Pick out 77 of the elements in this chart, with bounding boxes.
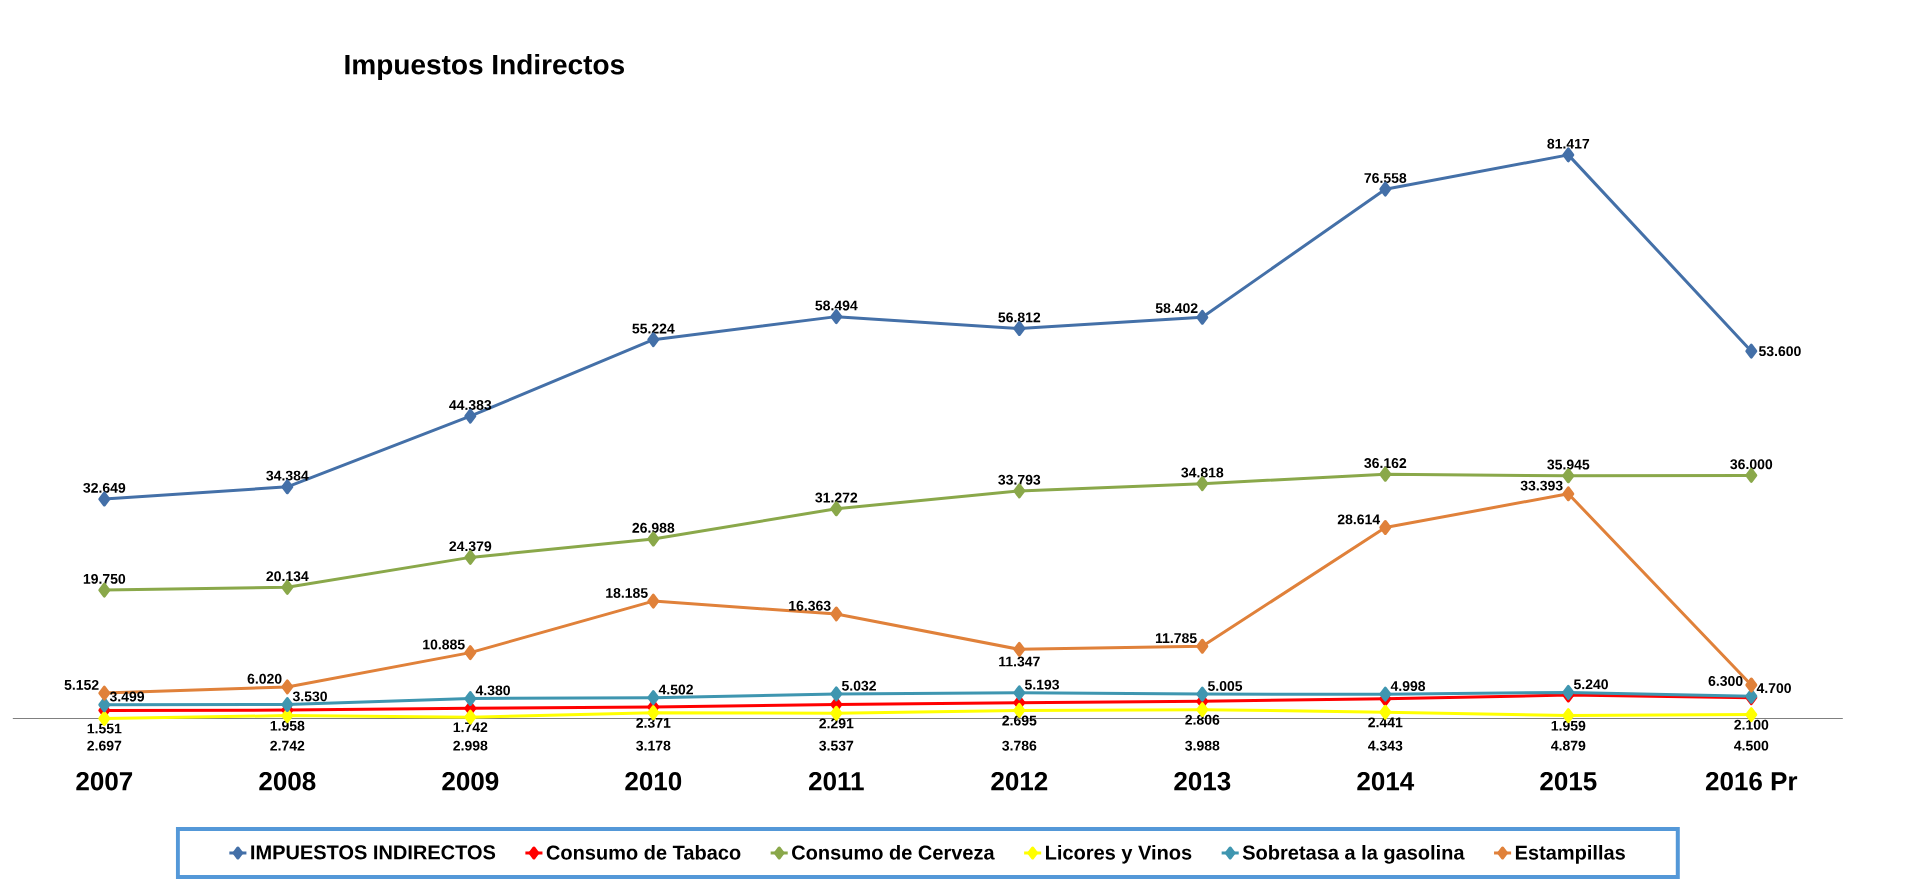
- x-tick-label: 2007: [76, 772, 133, 791]
- data-label: 4.502: [658, 684, 693, 695]
- legend-label: Estampillas: [1515, 845, 1625, 864]
- data-label: 6.300: [1708, 676, 1743, 686]
- data-label: 3.537: [819, 740, 854, 751]
- data-label: 20.134: [266, 571, 309, 582]
- data-label: 1.551: [87, 723, 122, 734]
- x-tick-label: 2016 Pr: [1705, 772, 1798, 791]
- data-label: 28.614: [1337, 514, 1381, 525]
- legend-label: Sobretasa a la gasolina: [1242, 845, 1465, 864]
- x-tick-label: 2014: [1357, 772, 1415, 791]
- data-label: 81.417: [1547, 138, 1590, 149]
- data-label: 44.383: [449, 400, 492, 411]
- data-label: 16.363: [789, 600, 831, 611]
- data-label: 33.393: [1520, 480, 1563, 491]
- data-label: 3.530: [292, 691, 327, 702]
- data-label: 56.812: [998, 312, 1041, 323]
- data-label: 31.272: [815, 492, 858, 503]
- legend-label: Consumo de Tabaco: [546, 845, 741, 860]
- data-label: 24.379: [449, 541, 492, 552]
- data-label: 4.879: [1551, 740, 1586, 751]
- data-label: 55.224: [632, 323, 675, 334]
- data-label: 3.178: [636, 740, 671, 751]
- data-label: 5.005: [1207, 680, 1243, 691]
- data-label: 2.291: [819, 718, 854, 729]
- data-label: 3.499: [109, 691, 145, 702]
- legend-label: Consumo de Cerveza: [792, 845, 995, 860]
- data-label: 5.240: [1573, 679, 1608, 690]
- data-label: 4.998: [1390, 681, 1426, 691]
- data-label: 1.959: [1551, 720, 1586, 731]
- x-tick-label: 2013: [1174, 772, 1231, 791]
- data-label: 34.818: [1181, 467, 1224, 478]
- data-label: 58.402: [1155, 303, 1198, 314]
- data-label: 4.500: [1734, 740, 1769, 751]
- data-label: 53.600: [1758, 346, 1801, 357]
- data-label: 3.988: [1185, 740, 1220, 751]
- data-label: 11.347: [999, 656, 1040, 667]
- data-label: 34.384: [266, 470, 309, 481]
- chart-title: Impuestos Indirectos: [345, 53, 624, 81]
- data-label: 35.945: [1547, 459, 1590, 470]
- data-label: 2.806: [1185, 714, 1220, 725]
- data-label: 4.700: [1756, 683, 1791, 694]
- data-label: 5.032: [841, 680, 876, 691]
- data-label: 2.100: [1734, 719, 1769, 730]
- data-label: 58.494: [815, 300, 858, 311]
- data-label: 19.750: [83, 573, 126, 584]
- x-tick-label: 2008: [259, 772, 316, 791]
- legend-label: IMPUESTOS INDIRECTOS: [251, 845, 496, 860]
- data-label: 33.793: [998, 474, 1041, 485]
- data-label: 2.697: [87, 740, 122, 751]
- data-label: 2.441: [1368, 717, 1403, 728]
- data-label: 4.380: [475, 685, 510, 696]
- data-label: 1.742: [453, 722, 488, 733]
- x-tick-label: 2010: [625, 772, 682, 791]
- data-label: 76.558: [1364, 173, 1407, 183]
- data-label: 1.958: [270, 720, 305, 731]
- data-label: 3.786: [1002, 740, 1037, 751]
- data-label: 10.885: [423, 639, 465, 650]
- data-label: 6.020: [247, 673, 282, 684]
- data-label: 26.988: [632, 522, 675, 533]
- data-label: 11.785: [1155, 633, 1197, 644]
- data-label: 2.371: [636, 717, 671, 728]
- x-tick-label: 2011: [809, 772, 864, 791]
- legend-label: Licores y Vinos: [1046, 845, 1192, 864]
- data-label: 5.152: [64, 679, 99, 690]
- data-label: 18.185: [606, 587, 648, 598]
- data-label: 5.193: [1024, 679, 1060, 690]
- x-tick-label: 2009: [442, 772, 499, 791]
- data-label: 36.000: [1730, 459, 1773, 470]
- data-label: 2.695: [1002, 715, 1037, 726]
- data-label: 32.649: [83, 482, 126, 493]
- data-label: 2.742: [270, 740, 305, 751]
- data-label: 4.343: [1368, 740, 1403, 751]
- x-tick-label: 2015: [1540, 772, 1597, 791]
- data-label: 2.998: [453, 740, 488, 751]
- data-label: 36.162: [1364, 458, 1407, 469]
- x-tick-label: 2012: [991, 772, 1048, 791]
